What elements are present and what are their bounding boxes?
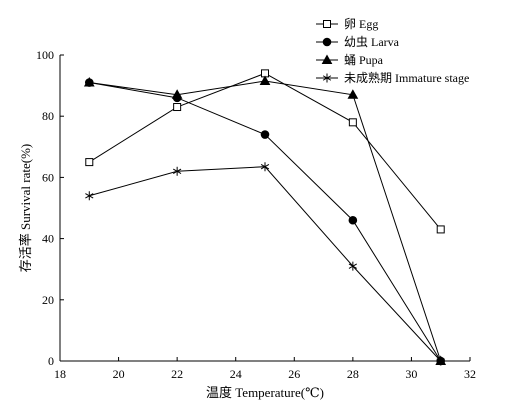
legend-marker xyxy=(321,54,333,64)
legend-item: 幼虫 Larva xyxy=(316,35,400,49)
data-point xyxy=(173,103,182,112)
x-tick-label: 18 xyxy=(54,367,66,381)
series-open-square xyxy=(85,69,445,234)
x-ticks: 18 20 22 24 26 28 30 32 xyxy=(54,357,476,381)
x-tick-label: 32 xyxy=(464,367,476,381)
axes xyxy=(59,55,470,362)
x-tick-label: 24 xyxy=(230,367,242,381)
x-tick-label: 26 xyxy=(288,367,300,381)
data-point xyxy=(436,225,445,234)
data-point xyxy=(348,215,358,225)
series-line xyxy=(89,82,442,362)
y-tick-label: 60 xyxy=(42,170,54,184)
legend-label: 未成熟期 Immature stage xyxy=(344,70,469,85)
legend-marker xyxy=(323,20,331,28)
data-point xyxy=(85,158,94,167)
y-tick-label: 40 xyxy=(42,232,54,246)
y-ticks: 0 20 40 60 80 100 xyxy=(36,48,64,368)
series-line xyxy=(89,80,442,362)
y-tick-label: 20 xyxy=(42,293,54,307)
series-filled-circle xyxy=(84,78,446,366)
legend-item: 卵 Egg xyxy=(316,17,378,31)
data-point xyxy=(260,162,270,172)
x-tick-label: 30 xyxy=(405,367,417,381)
data-point xyxy=(348,261,358,271)
legend-label: 蛹 Pupa xyxy=(344,53,384,67)
legend-label: 卵 Egg xyxy=(344,17,378,31)
series-line xyxy=(89,166,442,362)
legend-item: 未成熟期 Immature stage xyxy=(316,70,469,85)
y-tick-label: 100 xyxy=(36,48,54,62)
x-tick-label: 28 xyxy=(347,367,359,381)
data-point xyxy=(347,89,359,99)
series-layer xyxy=(83,69,447,366)
y-tick-label: 0 xyxy=(48,354,54,368)
legend-marker xyxy=(322,37,332,47)
x-tick-label: 22 xyxy=(171,367,183,381)
data-point xyxy=(260,130,270,139)
series-filled-triangle xyxy=(83,75,447,365)
x-axis-label: 温度 Temperature(℃) xyxy=(206,385,324,400)
data-point xyxy=(83,77,95,87)
series-line xyxy=(89,72,442,230)
data-point xyxy=(172,166,182,176)
data-point xyxy=(348,118,357,127)
y-axis-label: 存活率 Survival rate(%) xyxy=(18,144,33,273)
series-star xyxy=(85,162,445,366)
y-tick-label: 80 xyxy=(42,109,54,123)
x-tick-label: 20 xyxy=(113,367,125,381)
data-point xyxy=(85,191,94,201)
data-point xyxy=(259,75,271,86)
legend-label: 幼虫 Larva xyxy=(344,35,400,49)
data-point xyxy=(436,356,445,366)
legend-marker xyxy=(322,73,332,83)
data-point xyxy=(171,89,183,99)
legend: 卵 Egg 幼虫 Larva 蛹 Pupa 未成熟期 Immature stage xyxy=(316,17,469,85)
legend-item: 蛹 Pupa xyxy=(316,53,384,67)
